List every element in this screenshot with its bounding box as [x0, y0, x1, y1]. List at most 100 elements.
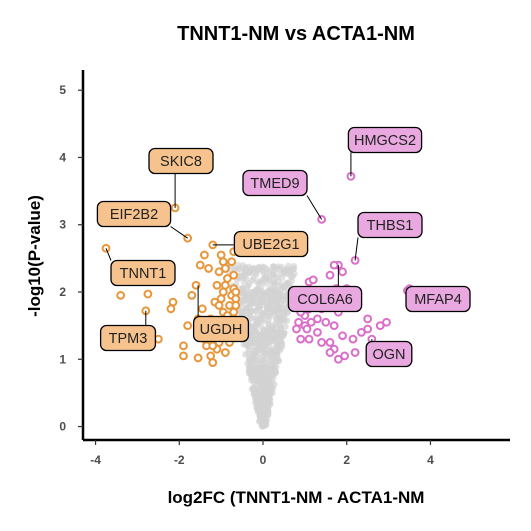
up-point — [363, 324, 373, 334]
ns-point — [275, 282, 282, 289]
gene-label-tmed9: TMED9 — [242, 169, 323, 220]
ns-point — [261, 326, 268, 334]
up-point — [356, 327, 366, 337]
down-point — [168, 297, 178, 307]
gene-label-tpm3: TPM3 — [99, 310, 157, 352]
down-point — [229, 270, 239, 280]
ns-point — [287, 267, 294, 274]
label-box — [347, 126, 423, 154]
ns-point — [248, 385, 255, 393]
down-point — [179, 341, 188, 351]
up-point — [313, 327, 322, 337]
gene-label-col6a6: COL6A6 — [287, 265, 363, 313]
ns-point — [282, 323, 289, 330]
ns-point — [276, 306, 283, 314]
x-axis-title: log2FC (TNNT1-NM - ACTA1-NM — [168, 488, 425, 507]
ns-point — [277, 346, 284, 354]
label-text: UGDH — [200, 322, 243, 338]
ns-point — [258, 411, 265, 418]
label-text: COL6A6 — [297, 292, 353, 308]
label-box — [192, 315, 250, 343]
down-point — [231, 301, 241, 310]
up-point — [313, 314, 322, 324]
ns-point — [258, 299, 265, 306]
ns-point — [257, 389, 265, 397]
ns-point — [245, 350, 252, 357]
ns-point — [258, 283, 265, 290]
y-tick-label: 4 — [59, 150, 66, 164]
up-point — [321, 317, 331, 327]
ns-point — [268, 324, 275, 331]
x-tick-label: 2 — [343, 453, 350, 467]
ns-point — [281, 268, 288, 275]
ns-point — [257, 383, 264, 391]
ns-point — [263, 403, 270, 410]
ns-point — [256, 350, 263, 357]
y-tick-label: 5 — [59, 83, 66, 97]
up-point — [350, 348, 360, 357]
label-box — [365, 340, 413, 368]
down-point — [179, 351, 188, 361]
ns-point — [276, 322, 283, 330]
ns-point — [268, 366, 275, 373]
gene-label-skic8: SKIC8 — [148, 147, 214, 208]
down-point — [212, 280, 222, 290]
ns-point — [248, 307, 256, 314]
up-point — [325, 338, 335, 347]
down-point — [220, 348, 230, 357]
gene-label-eif2b2: EIF2B2 — [96, 200, 188, 239]
ns-point — [249, 328, 257, 335]
y-tick-label: 2 — [59, 285, 66, 299]
up-point — [308, 275, 318, 285]
ns-point — [268, 382, 275, 389]
ns-point — [282, 305, 289, 313]
down-point — [214, 267, 224, 277]
axes: -4 -2 0 2 4 0 1 2 3 4 5 — [59, 70, 510, 467]
ns-point — [250, 265, 257, 273]
ns-point — [271, 297, 278, 304]
ns-point — [255, 321, 262, 328]
ns-point — [256, 377, 263, 384]
label-text: TPM3 — [109, 331, 148, 347]
ns-point — [239, 262, 247, 269]
label-text: HMGCS2 — [354, 133, 416, 149]
x-tick-label: -2 — [174, 453, 185, 467]
ns-point — [243, 306, 250, 314]
ns-point — [284, 317, 291, 324]
ns-point — [258, 288, 266, 295]
ns-point — [254, 406, 262, 414]
ns-point — [250, 274, 257, 282]
down-point — [200, 250, 209, 260]
ns-point — [241, 289, 248, 296]
y-tick-label: 1 — [59, 352, 66, 366]
ns-point — [281, 292, 288, 299]
ns-point — [251, 344, 259, 351]
label-box — [357, 211, 423, 239]
label-box — [148, 147, 214, 175]
ns-point — [243, 266, 250, 274]
ns-point — [281, 329, 288, 336]
down-point — [231, 287, 241, 297]
ns-point — [260, 269, 267, 276]
label-box — [242, 169, 308, 197]
up-point — [375, 321, 385, 331]
label-box — [110, 259, 176, 287]
ns-point — [251, 288, 259, 296]
label-text: THBS1 — [367, 218, 414, 234]
label-text: TMED9 — [250, 176, 299, 192]
ns-point — [249, 357, 257, 364]
ns-point — [280, 313, 288, 320]
up-point — [363, 314, 373, 324]
label-text: UBE2G1 — [242, 237, 299, 253]
down-point — [193, 353, 203, 363]
ns-point — [254, 278, 261, 286]
down-point — [143, 289, 153, 299]
x-tick-label: 0 — [260, 453, 267, 467]
y-tick-label: 3 — [59, 218, 66, 232]
up-point — [304, 334, 314, 344]
down-point — [187, 290, 197, 300]
ns-point — [273, 340, 280, 347]
ns-point — [262, 371, 269, 378]
up-point — [302, 324, 312, 334]
